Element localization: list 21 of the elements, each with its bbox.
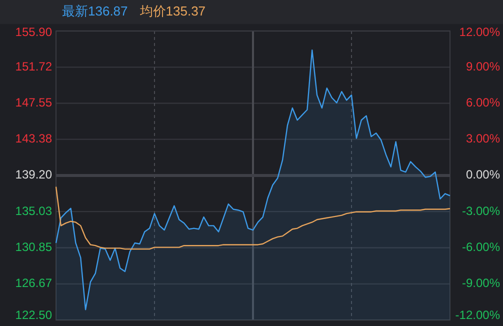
y-tick-label: 147.55 xyxy=(15,95,52,110)
y-tick-label: 122.50 xyxy=(15,308,52,322)
y2-tick-label: 6.00% xyxy=(466,95,500,110)
text: 均价135.37 xyxy=(138,3,206,18)
y2-tick-label: -3.00% xyxy=(462,204,500,218)
y2-tick-label: 0.00% xyxy=(466,168,500,182)
line-series xyxy=(55,186,451,250)
y2-tick-label: 9.00% xyxy=(466,59,500,74)
text: 最新136.87 xyxy=(62,3,128,18)
y2-tick-label: -6.00% xyxy=(462,240,500,254)
y-tick-label: 151.72 xyxy=(15,59,52,74)
y-tick-label: 130.85 xyxy=(15,240,52,254)
y-tick-label: 135.03 xyxy=(15,204,52,218)
y-tick-label: 155.90 xyxy=(15,25,52,40)
y2-tick-label: 12.00% xyxy=(459,25,500,40)
y2-tick-label: -9.00% xyxy=(462,276,500,290)
y-tick-label: 126.67 xyxy=(15,276,52,290)
y-tick-label: 143.38 xyxy=(15,132,52,146)
y2-tick-label: -12.00% xyxy=(455,308,500,322)
y2-tick-label: 3.00% xyxy=(466,132,500,146)
y-tick-label: 139.20 xyxy=(15,168,52,182)
